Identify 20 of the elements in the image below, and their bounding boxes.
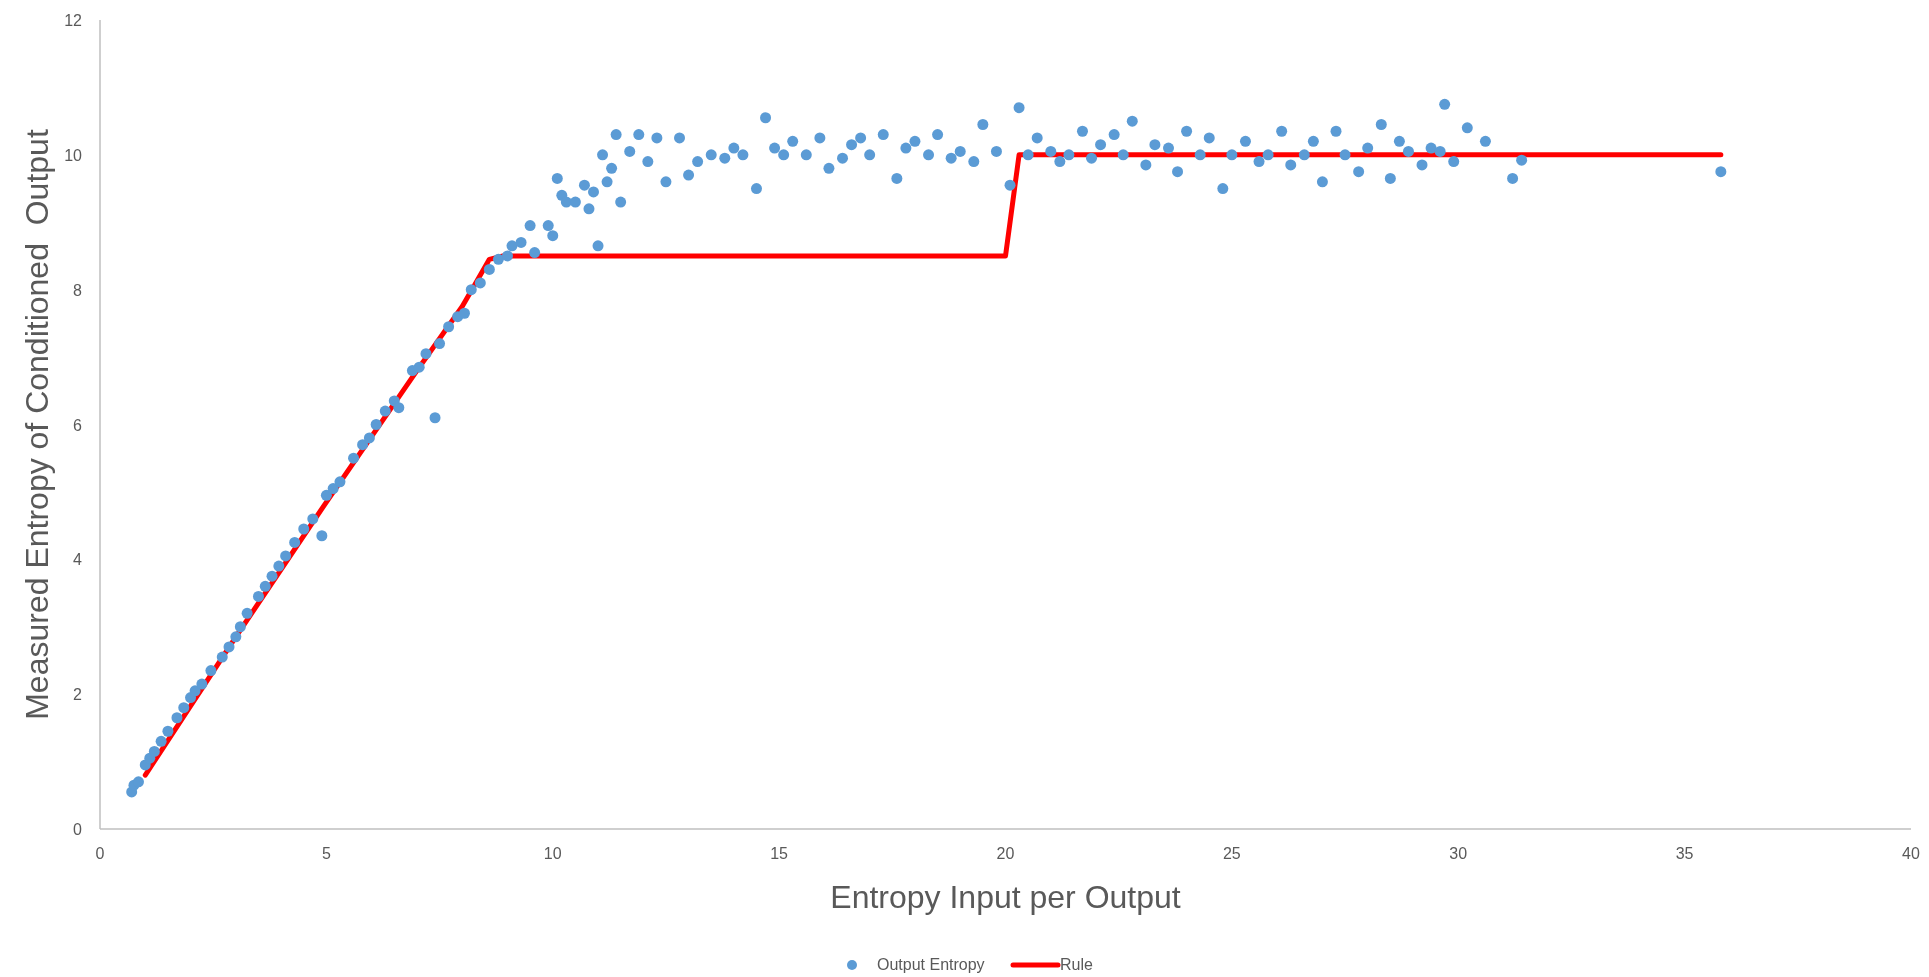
y-tick-label: 8 bbox=[73, 281, 83, 299]
y-axis-title: Measured Entropy of Conditioned Output bbox=[19, 129, 55, 720]
x-axis-title: Entropy Input per Output bbox=[830, 879, 1181, 915]
x-tick-label: 15 bbox=[770, 845, 789, 862]
x-tick-label: 40 bbox=[1902, 845, 1920, 862]
x-tick-label: 25 bbox=[1222, 845, 1241, 862]
y-tick-label: 6 bbox=[73, 416, 83, 434]
legend-label: Output Entropy bbox=[877, 956, 985, 973]
x-tick-label: 5 bbox=[321, 845, 331, 862]
x-tick-label: 35 bbox=[1675, 845, 1694, 862]
y-tick-label: 12 bbox=[64, 12, 83, 29]
legend-label: Rule bbox=[1060, 956, 1094, 973]
y-tick-label: 10 bbox=[64, 146, 83, 164]
x-tick-label: 30 bbox=[1449, 845, 1468, 862]
x-tick-label: 0 bbox=[95, 845, 105, 862]
x-tick-label: 10 bbox=[543, 845, 562, 862]
y-tick-label: 4 bbox=[73, 551, 83, 569]
y-tick-label: 2 bbox=[73, 686, 83, 704]
y-tick-label: 0 bbox=[73, 821, 83, 838]
x-tick-label: 20 bbox=[996, 845, 1015, 862]
